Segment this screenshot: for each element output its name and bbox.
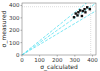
reference-line <box>22 3 96 55</box>
reference-line <box>22 3 96 55</box>
reference-hline <box>22 6 96 7</box>
reference-line <box>22 11 96 55</box>
reference-vline <box>90 3 91 55</box>
y-tick <box>21 17 23 18</box>
point <box>76 14 78 16</box>
point <box>83 8 85 10</box>
plot-area <box>22 3 96 55</box>
chart: 01002003004000100200300400σ_calculatedσ_… <box>0 0 100 71</box>
x-tick-label: 0 <box>20 57 24 63</box>
y-tick-label: 200 <box>9 27 20 33</box>
point <box>89 8 91 10</box>
y-tick <box>21 30 23 31</box>
x-tick-label: 400 <box>87 57 98 63</box>
point <box>81 15 83 17</box>
y-tick-label: 300 <box>9 15 20 21</box>
y-axis-label: σ_measured <box>0 10 8 47</box>
x-axis-label: σ_calculated <box>40 63 78 71</box>
point <box>79 9 81 11</box>
point <box>84 11 86 13</box>
y-tick-label: 0 <box>16 52 20 58</box>
point <box>86 6 88 8</box>
y-tick <box>21 55 23 56</box>
point <box>73 16 75 18</box>
y-tick <box>21 42 23 43</box>
y-tick <box>21 5 23 6</box>
y-tick-label: 400 <box>9 2 20 8</box>
y-tick-label: 100 <box>9 40 20 46</box>
plot-frame <box>22 3 96 55</box>
